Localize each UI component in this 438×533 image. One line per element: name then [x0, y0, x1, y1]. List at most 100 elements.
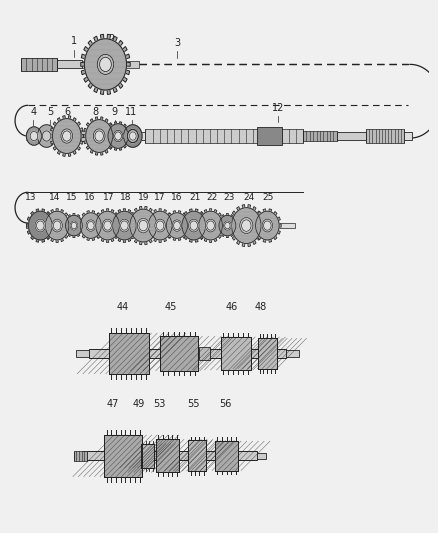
Circle shape: [115, 132, 121, 140]
Circle shape: [124, 125, 142, 147]
Bar: [82, 61, 139, 68]
Text: 47: 47: [107, 399, 119, 409]
Bar: [221, 337, 251, 370]
Bar: [57, 60, 82, 68]
Text: 9: 9: [112, 107, 118, 117]
Bar: [160, 336, 198, 371]
Circle shape: [182, 211, 205, 240]
Polygon shape: [83, 117, 115, 155]
Text: 2: 2: [109, 34, 115, 44]
Circle shape: [85, 39, 127, 90]
Circle shape: [102, 219, 113, 232]
Polygon shape: [146, 209, 174, 243]
Text: 53: 53: [153, 399, 166, 409]
Circle shape: [137, 218, 149, 233]
Circle shape: [63, 131, 71, 141]
Bar: [74, 453, 82, 459]
Circle shape: [70, 221, 78, 230]
Polygon shape: [50, 116, 84, 157]
Bar: [160, 336, 198, 371]
Circle shape: [95, 131, 103, 141]
Circle shape: [88, 222, 94, 230]
Bar: [156, 439, 179, 472]
Polygon shape: [26, 209, 54, 243]
Text: 16: 16: [84, 193, 95, 202]
Circle shape: [190, 221, 198, 230]
Circle shape: [113, 130, 123, 142]
Text: 17: 17: [154, 193, 166, 202]
Text: 44: 44: [116, 302, 128, 311]
Circle shape: [53, 221, 61, 230]
Circle shape: [28, 211, 52, 240]
Circle shape: [225, 222, 230, 229]
Text: 12: 12: [272, 103, 284, 113]
Text: 23: 23: [223, 193, 234, 202]
Polygon shape: [165, 211, 189, 240]
Bar: [141, 443, 154, 468]
Circle shape: [219, 215, 236, 236]
Text: 14: 14: [49, 193, 60, 202]
Bar: [109, 333, 148, 374]
Circle shape: [36, 221, 44, 230]
Text: 1: 1: [71, 36, 77, 46]
Polygon shape: [64, 214, 84, 238]
Bar: [26, 132, 413, 140]
Circle shape: [264, 221, 271, 230]
Bar: [215, 441, 238, 471]
Text: 8: 8: [92, 107, 98, 117]
Text: 56: 56: [219, 399, 232, 409]
Circle shape: [207, 221, 214, 230]
Text: 17: 17: [102, 193, 114, 202]
Circle shape: [130, 132, 136, 140]
Circle shape: [93, 129, 105, 143]
Bar: [337, 132, 366, 140]
Text: 49: 49: [133, 399, 145, 409]
Bar: [104, 435, 142, 477]
Bar: [257, 127, 282, 145]
Circle shape: [113, 211, 136, 240]
Text: 11: 11: [125, 107, 138, 117]
Circle shape: [99, 57, 111, 71]
Polygon shape: [218, 214, 237, 238]
Circle shape: [205, 219, 216, 232]
Text: 24: 24: [244, 193, 255, 202]
Circle shape: [166, 213, 187, 238]
Circle shape: [35, 219, 46, 232]
Circle shape: [242, 220, 251, 231]
Circle shape: [52, 219, 62, 232]
Circle shape: [104, 221, 111, 230]
Text: 55: 55: [187, 399, 200, 409]
Circle shape: [127, 130, 138, 143]
Polygon shape: [43, 209, 71, 243]
Circle shape: [30, 132, 38, 141]
Bar: [109, 333, 148, 374]
Circle shape: [127, 130, 138, 143]
Bar: [156, 439, 179, 472]
Circle shape: [148, 211, 172, 240]
Polygon shape: [254, 209, 281, 243]
Bar: [141, 443, 154, 468]
Polygon shape: [127, 206, 159, 245]
Polygon shape: [106, 122, 130, 150]
Bar: [303, 131, 337, 141]
Bar: [81, 132, 87, 141]
Polygon shape: [94, 209, 121, 243]
Bar: [199, 348, 210, 360]
Circle shape: [256, 211, 279, 240]
Bar: [21, 58, 57, 71]
Bar: [258, 338, 277, 369]
Bar: [88, 349, 286, 358]
Polygon shape: [110, 209, 138, 243]
Circle shape: [37, 125, 56, 147]
Circle shape: [86, 220, 95, 231]
Bar: [26, 223, 295, 228]
Circle shape: [119, 219, 130, 232]
Circle shape: [156, 221, 164, 230]
Circle shape: [139, 220, 148, 231]
Polygon shape: [180, 209, 208, 243]
Text: 45: 45: [164, 302, 177, 311]
Text: 21: 21: [189, 193, 201, 202]
Text: 18: 18: [120, 193, 131, 202]
Text: 22: 22: [206, 193, 218, 202]
Bar: [82, 451, 257, 461]
